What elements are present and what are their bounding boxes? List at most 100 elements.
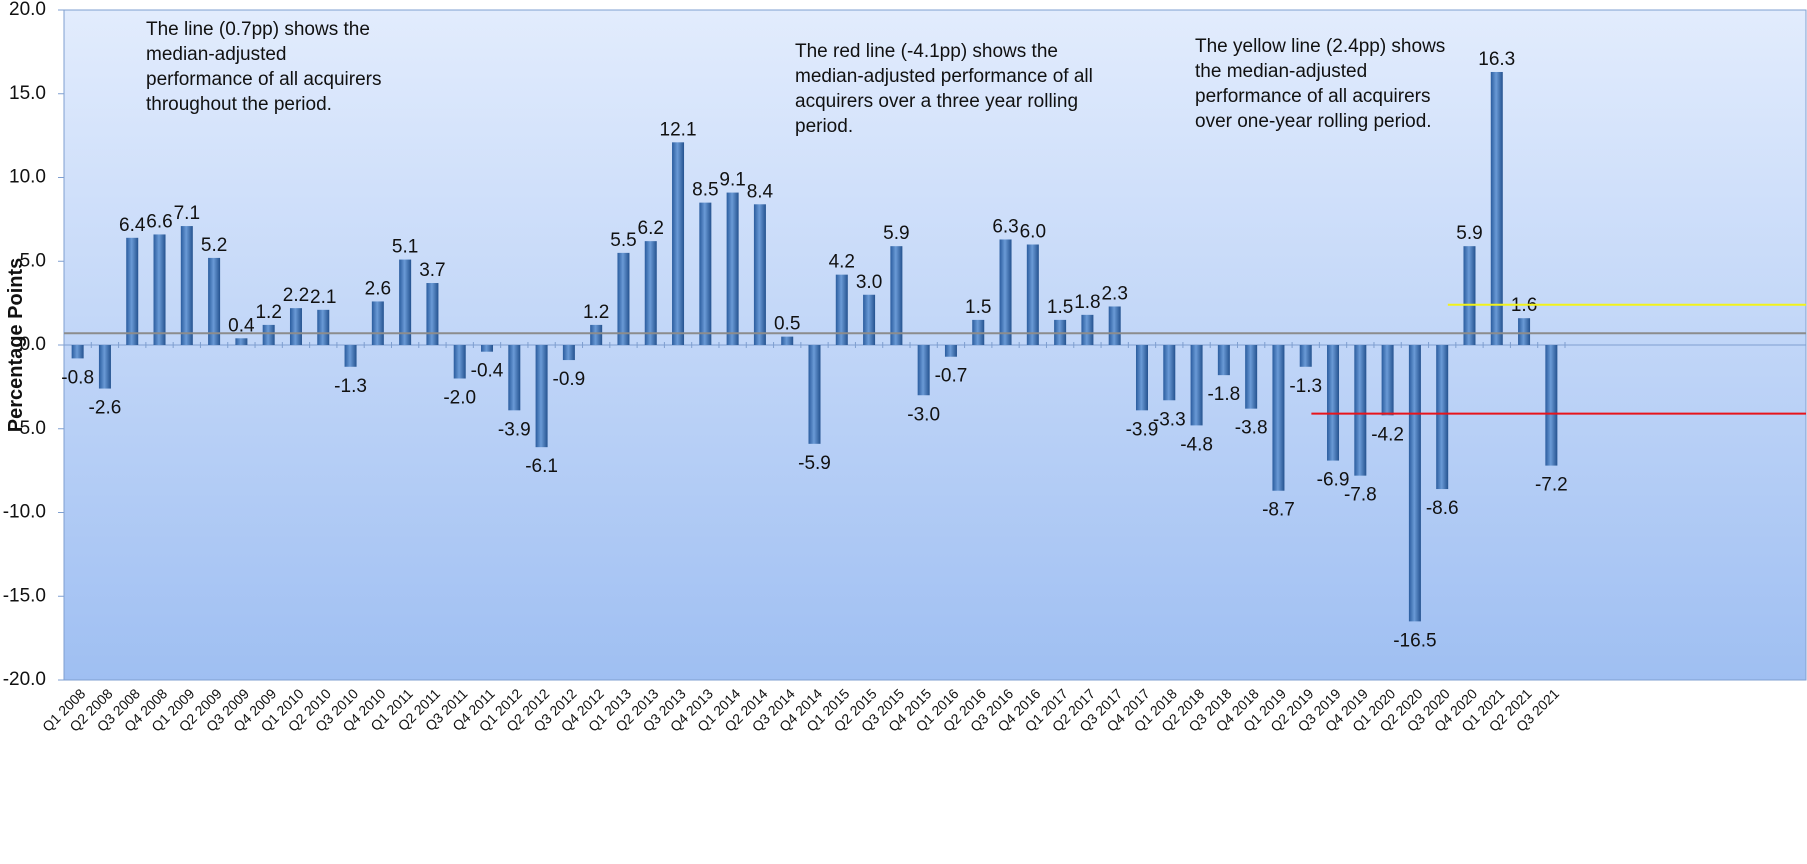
- value-label: -4.2: [1371, 424, 1404, 445]
- value-label: 0.4: [228, 315, 255, 336]
- bar: [590, 324, 603, 345]
- value-label: 1.5: [1047, 297, 1073, 318]
- bar: [1272, 345, 1285, 491]
- value-label: -3.3: [1153, 409, 1186, 430]
- value-label: -0.8: [61, 367, 94, 388]
- bar: [835, 274, 848, 345]
- value-label: -1.8: [1207, 384, 1240, 405]
- bar: [1135, 345, 1148, 411]
- bar: [180, 226, 193, 345]
- bar: [1299, 345, 1312, 367]
- bar: [699, 202, 712, 345]
- y-tick-label: 10.0: [9, 167, 46, 188]
- bar: [944, 345, 957, 357]
- bar: [289, 308, 302, 345]
- value-label: 5.9: [883, 223, 909, 244]
- bar: [999, 239, 1012, 345]
- y-axis-label: Percentage Points: [5, 258, 27, 433]
- bar: [1163, 345, 1176, 401]
- value-label: -0.4: [471, 361, 504, 382]
- value-label: 1.8: [1074, 292, 1100, 313]
- value-label: 6.6: [146, 211, 172, 232]
- bar: [1381, 345, 1394, 416]
- bar: [863, 294, 876, 345]
- value-label: 6.2: [638, 218, 664, 239]
- value-label: 16.3: [1478, 49, 1515, 70]
- value-label: -8.7: [1262, 500, 1295, 521]
- value-label: -6.9: [1317, 470, 1350, 491]
- value-label: -0.7: [935, 366, 968, 387]
- value-label: 7.1: [174, 203, 200, 224]
- bar: [672, 142, 685, 345]
- bar: [1217, 345, 1230, 376]
- value-label: -1.3: [1289, 376, 1322, 397]
- value-label: 3.7: [419, 260, 445, 281]
- annotation: median-adjusted performance of all: [795, 66, 1093, 87]
- annotation: The yellow line (2.4pp) shows: [1195, 36, 1445, 57]
- bar: [453, 345, 466, 379]
- y-tick-label: 15.0: [9, 83, 46, 104]
- annotation: performance of all acquirers: [146, 69, 382, 90]
- bar: [371, 301, 384, 345]
- annotation: acquirers over a three year rolling: [795, 91, 1078, 112]
- bar: [781, 336, 794, 345]
- value-label: 2.2: [283, 285, 309, 306]
- value-label: -3.0: [907, 404, 940, 425]
- bar: [153, 234, 166, 345]
- bar: [126, 237, 139, 345]
- bar: [917, 345, 930, 396]
- value-label: -3.9: [498, 419, 531, 440]
- value-label: 8.5: [692, 180, 718, 201]
- annotation: median-adjusted: [146, 44, 286, 65]
- bar: [535, 345, 548, 448]
- annotation: The red line (-4.1pp) shows the: [795, 41, 1058, 62]
- bar: [1463, 246, 1476, 345]
- annotation: over one-year rolling period.: [1195, 111, 1432, 132]
- value-label: -3.9: [1126, 419, 1159, 440]
- y-tick-label: 5.0: [20, 250, 46, 271]
- value-label: 5.1: [392, 237, 418, 258]
- annotation: performance of all acquirers: [1195, 86, 1431, 107]
- bar: [262, 324, 275, 345]
- value-label: 4.2: [829, 252, 855, 273]
- bar: [726, 192, 739, 345]
- value-label: -4.8: [1180, 434, 1213, 455]
- value-label: -8.6: [1426, 498, 1459, 519]
- bar: [1327, 345, 1340, 461]
- bar: [1545, 345, 1558, 466]
- bar: [1518, 318, 1531, 345]
- bar: [890, 246, 903, 345]
- y-tick-label: -5.0: [13, 418, 46, 439]
- bar: [1026, 244, 1039, 345]
- bar: [753, 204, 766, 345]
- value-label: -0.9: [553, 369, 586, 390]
- bar: [317, 309, 330, 345]
- y-tick-label: -20.0: [3, 669, 46, 690]
- value-label: 2.3: [1101, 283, 1127, 304]
- value-label: 2.6: [365, 278, 391, 299]
- value-label: -7.2: [1535, 475, 1568, 496]
- value-label: 0.5: [774, 314, 800, 335]
- bar: [71, 345, 84, 359]
- value-label: -2.6: [89, 398, 122, 419]
- value-label: 8.4: [747, 181, 774, 202]
- value-label: 1.2: [583, 302, 609, 323]
- bar: [208, 257, 221, 345]
- value-label: 3.0: [856, 272, 882, 293]
- value-label: 6.0: [1020, 222, 1046, 243]
- bar: [1108, 306, 1121, 345]
- bar: [644, 241, 657, 345]
- value-label: 5.9: [1456, 223, 1482, 244]
- value-label: -16.5: [1393, 630, 1436, 651]
- bar: [481, 345, 494, 352]
- value-label: 12.1: [660, 119, 697, 140]
- bar: [235, 338, 248, 345]
- bar: [1436, 345, 1449, 490]
- value-label: -2.0: [443, 388, 476, 409]
- value-label: 6.3: [992, 216, 1018, 237]
- bar: [508, 345, 521, 411]
- value-label: 6.4: [119, 215, 146, 236]
- y-tick-label: 0.0: [20, 334, 46, 355]
- bar: [562, 345, 575, 361]
